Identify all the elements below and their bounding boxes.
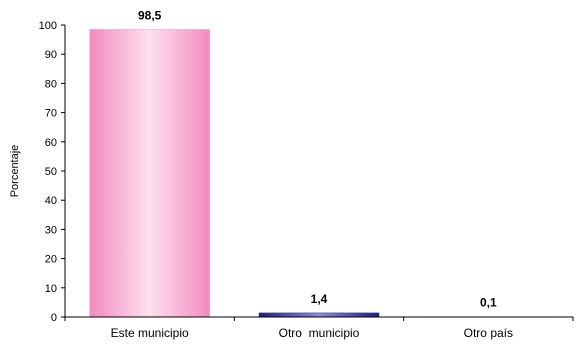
y-tick-label: 20 <box>45 254 57 266</box>
y-tick-label: 100 <box>39 20 57 32</box>
y-axis-label: Porcentaje <box>9 145 21 198</box>
bar <box>90 29 210 317</box>
y-tick-label: 90 <box>45 49 57 61</box>
y-tick-label: 60 <box>45 137 57 149</box>
x-axis-ticks <box>65 317 573 321</box>
bar <box>259 313 379 317</box>
y-tick-label: 0 <box>51 312 57 324</box>
bars <box>90 29 549 317</box>
y-tick-label: 10 <box>45 283 57 295</box>
data-label: 1,4 <box>311 292 328 306</box>
y-tick-label: 40 <box>45 195 57 207</box>
data-label: 98,5 <box>138 8 162 22</box>
y-tick-label: 30 <box>45 224 57 236</box>
category-labels: Este municipio Otro municipio Otro país <box>111 326 513 340</box>
x-category-label: Otro país <box>464 326 513 340</box>
x-category-label: Este municipio <box>111 326 189 340</box>
x-category-label: Otro municipio <box>279 326 360 340</box>
y-tick-label: 70 <box>45 108 57 120</box>
y-tick-label: 80 <box>45 78 57 90</box>
y-axis-ticks: 0 10 20 30 40 50 60 70 80 90 100 <box>39 20 65 324</box>
data-label: 0,1 <box>480 296 497 310</box>
y-tick-label: 50 <box>45 166 57 178</box>
